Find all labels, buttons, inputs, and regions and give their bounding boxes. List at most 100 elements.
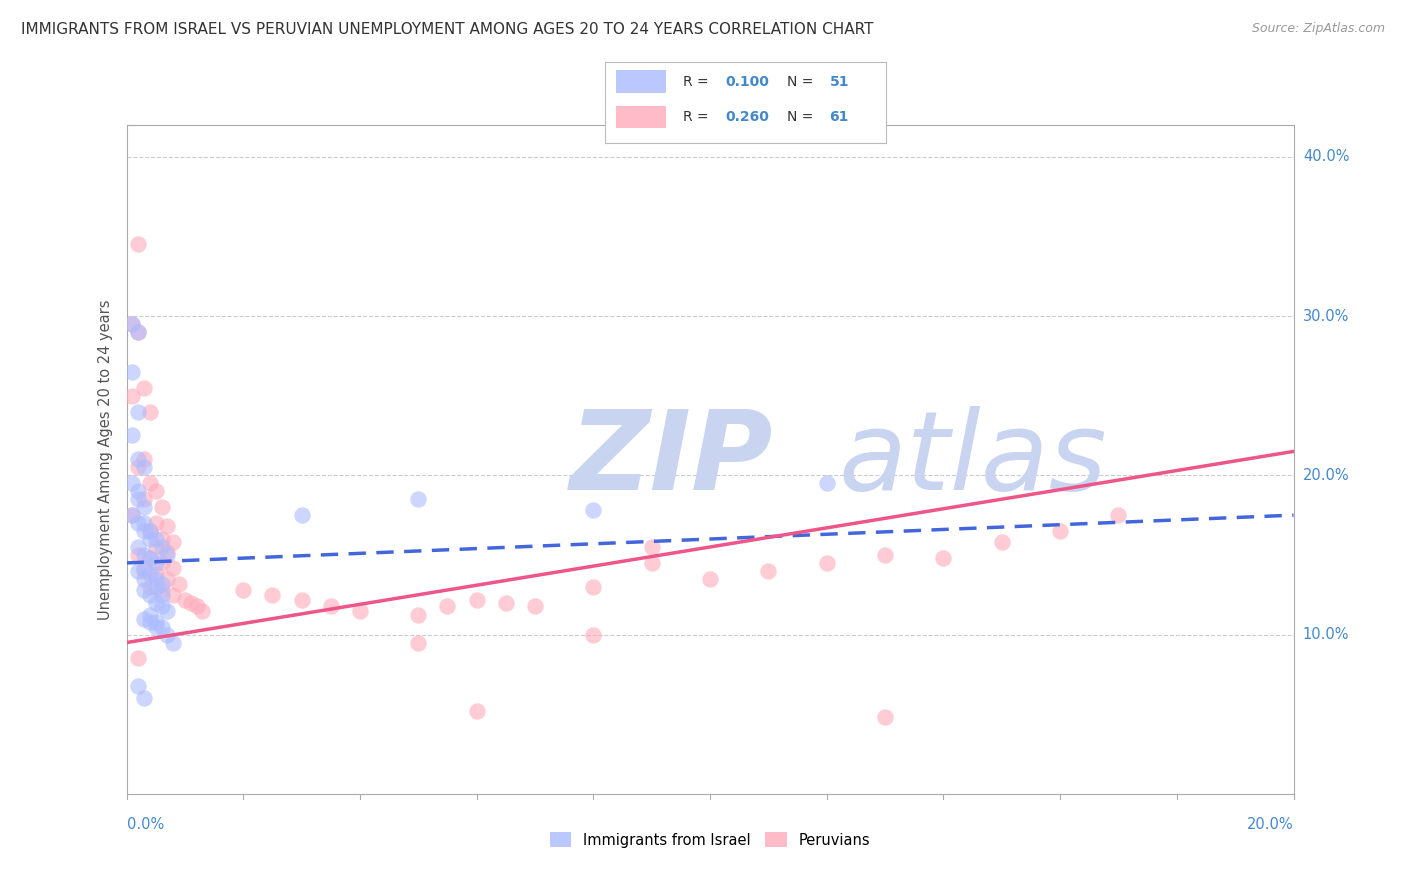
Immigrants from Israel bbox=[121, 508, 143, 523]
Immigrants from Israel bbox=[139, 524, 162, 538]
Peruvians bbox=[932, 551, 955, 566]
Immigrants from Israel bbox=[145, 619, 167, 633]
Bar bbox=[616, 70, 666, 93]
Immigrants from Israel bbox=[132, 560, 155, 574]
Text: IMMIGRANTS FROM ISRAEL VS PERUVIAN UNEMPLOYMENT AMONG AGES 20 TO 24 YEARS CORREL: IMMIGRANTS FROM ISRAEL VS PERUVIAN UNEMP… bbox=[21, 22, 873, 37]
Peruvians bbox=[319, 599, 342, 613]
Immigrants from Israel bbox=[139, 608, 162, 623]
Text: 10.0%: 10.0% bbox=[1303, 627, 1350, 642]
Peruvians bbox=[465, 592, 488, 607]
Peruvians bbox=[127, 548, 149, 562]
Peruvians bbox=[139, 580, 162, 594]
Y-axis label: Unemployment Among Ages 20 to 24 years: Unemployment Among Ages 20 to 24 years bbox=[97, 299, 112, 620]
Peruvians bbox=[815, 556, 838, 570]
Immigrants from Israel bbox=[132, 500, 155, 515]
Immigrants from Israel bbox=[132, 691, 155, 706]
Peruvians bbox=[408, 608, 430, 623]
Peruvians bbox=[132, 564, 155, 578]
Immigrants from Israel bbox=[139, 567, 162, 582]
Text: R =: R = bbox=[683, 110, 713, 124]
Peruvians bbox=[262, 588, 284, 602]
Peruvians bbox=[145, 567, 167, 582]
Text: atlas: atlas bbox=[838, 406, 1107, 513]
Peruvians bbox=[121, 317, 143, 331]
Peruvians bbox=[495, 596, 517, 610]
Peruvians bbox=[436, 599, 458, 613]
Immigrants from Israel bbox=[162, 635, 184, 649]
Peruvians bbox=[121, 389, 143, 403]
Text: 40.0%: 40.0% bbox=[1303, 149, 1350, 164]
Peruvians bbox=[699, 572, 721, 586]
Peruvians bbox=[145, 540, 167, 554]
Peruvians bbox=[162, 560, 184, 574]
Immigrants from Israel bbox=[408, 492, 430, 507]
Immigrants from Israel bbox=[156, 548, 179, 562]
Peruvians bbox=[349, 604, 371, 618]
Bar bbox=[616, 106, 666, 128]
Peruvians bbox=[121, 508, 143, 523]
Immigrants from Israel bbox=[145, 532, 167, 546]
Immigrants from Israel bbox=[121, 476, 143, 491]
Immigrants from Israel bbox=[127, 540, 149, 554]
Immigrants from Israel bbox=[139, 551, 162, 566]
Immigrants from Israel bbox=[127, 564, 149, 578]
Immigrants from Israel bbox=[132, 572, 155, 586]
Peruvians bbox=[150, 532, 173, 546]
Peruvians bbox=[156, 572, 179, 586]
Immigrants from Israel bbox=[139, 615, 162, 629]
Immigrants from Israel bbox=[127, 325, 149, 339]
Peruvians bbox=[139, 476, 162, 491]
Immigrants from Israel bbox=[127, 452, 149, 467]
Text: R =: R = bbox=[683, 75, 713, 88]
Immigrants from Israel bbox=[156, 627, 179, 641]
Peruvians bbox=[232, 582, 254, 597]
Peruvians bbox=[408, 635, 430, 649]
Immigrants from Israel bbox=[139, 588, 162, 602]
Text: N =: N = bbox=[787, 110, 818, 124]
Peruvians bbox=[127, 460, 149, 475]
Text: 51: 51 bbox=[830, 75, 849, 88]
Peruvians bbox=[156, 545, 179, 559]
Immigrants from Israel bbox=[139, 532, 162, 546]
Peruvians bbox=[132, 381, 155, 395]
Peruvians bbox=[186, 599, 208, 613]
Peruvians bbox=[156, 519, 179, 533]
Peruvians bbox=[127, 237, 149, 252]
Peruvians bbox=[150, 582, 173, 597]
Immigrants from Israel bbox=[127, 679, 149, 693]
Immigrants from Israel bbox=[156, 604, 179, 618]
Immigrants from Israel bbox=[132, 548, 155, 562]
Peruvians bbox=[290, 592, 312, 607]
Peruvians bbox=[875, 710, 897, 724]
Peruvians bbox=[150, 556, 173, 570]
Peruvians bbox=[162, 535, 184, 549]
Immigrants from Israel bbox=[127, 484, 149, 499]
Text: ZIP: ZIP bbox=[569, 406, 773, 513]
Immigrants from Israel bbox=[150, 599, 173, 613]
Immigrants from Israel bbox=[132, 582, 155, 597]
Text: 20.0%: 20.0% bbox=[1247, 817, 1294, 832]
Peruvians bbox=[875, 548, 897, 562]
Peruvians bbox=[150, 500, 173, 515]
Peruvians bbox=[139, 524, 162, 538]
Immigrants from Israel bbox=[121, 428, 143, 442]
Immigrants from Israel bbox=[145, 556, 167, 570]
Text: Source: ZipAtlas.com: Source: ZipAtlas.com bbox=[1251, 22, 1385, 36]
Legend: Immigrants from Israel, Peruvians: Immigrants from Israel, Peruvians bbox=[544, 826, 876, 854]
Peruvians bbox=[139, 404, 162, 418]
Immigrants from Israel bbox=[145, 572, 167, 586]
Peruvians bbox=[145, 516, 167, 530]
Immigrants from Israel bbox=[150, 588, 173, 602]
Immigrants from Israel bbox=[815, 476, 838, 491]
Peruvians bbox=[162, 588, 184, 602]
Text: 0.260: 0.260 bbox=[725, 110, 769, 124]
Immigrants from Israel bbox=[127, 516, 149, 530]
Immigrants from Israel bbox=[132, 524, 155, 538]
Peruvians bbox=[145, 484, 167, 499]
Peruvians bbox=[640, 556, 664, 570]
Immigrants from Israel bbox=[150, 576, 173, 591]
Immigrants from Israel bbox=[150, 619, 173, 633]
Peruvians bbox=[524, 599, 547, 613]
Immigrants from Israel bbox=[127, 404, 149, 418]
Immigrants from Israel bbox=[132, 460, 155, 475]
